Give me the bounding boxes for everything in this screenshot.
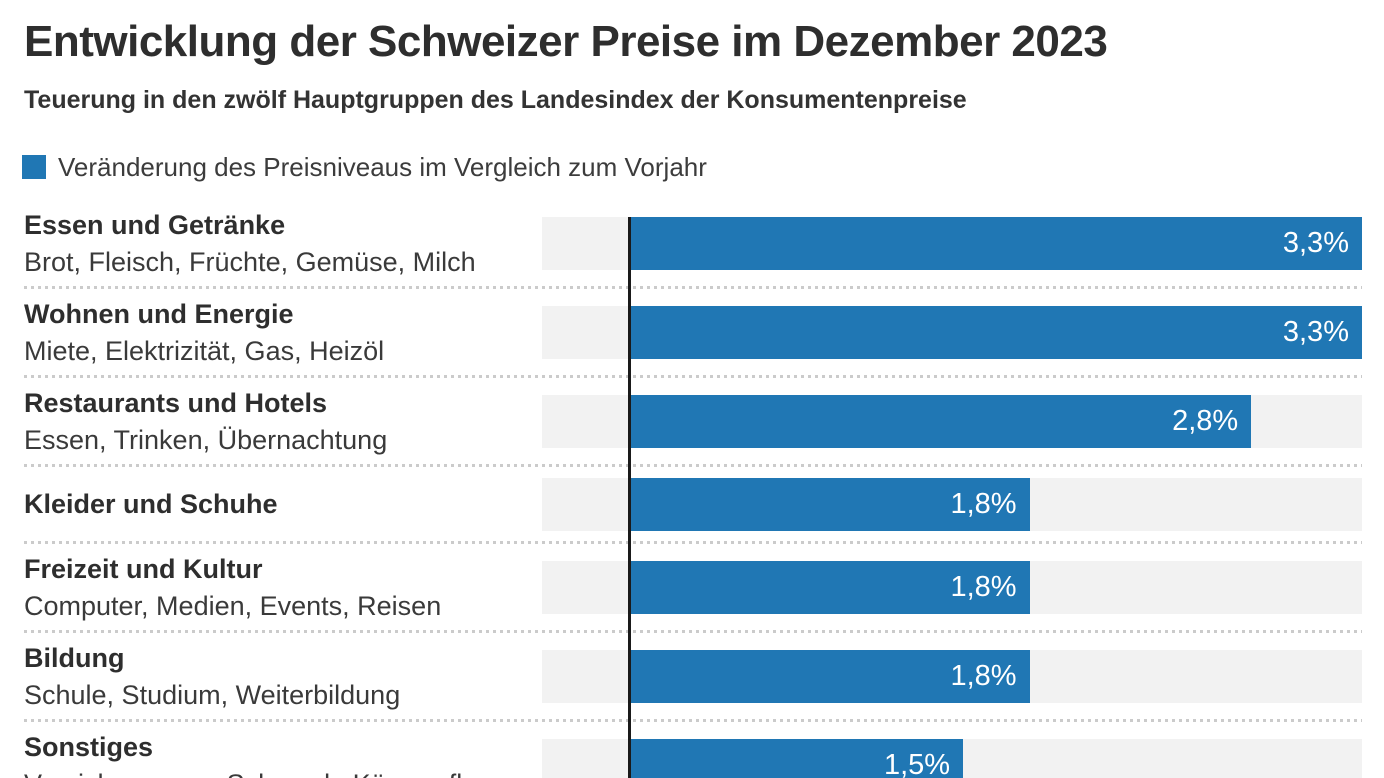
bar-value-label: 1,8% [950,571,1017,603]
category-subtitle: Versicherungen, Schmuck, Körperpflege [24,766,518,778]
bar: 2,8% [630,395,1252,448]
chart-row-essen: Essen und Getränke Brot, Fleisch, Frücht… [24,199,1362,289]
chart-row-restaurants: Restaurants und Hotels Essen, Trinken, Ü… [24,377,1362,467]
bar-track: 3,3% [542,217,1362,270]
zero-axis-line [628,217,631,778]
bar: 3,3% [630,217,1362,270]
legend-swatch-icon [22,155,46,179]
bar-value-label: 1,8% [950,488,1017,520]
bar: 1,5% [630,739,964,778]
bar: 1,8% [630,478,1030,531]
bar-value-label: 2,8% [1172,405,1239,437]
category-title: Kleider und Schuhe [24,489,278,519]
bar: 1,8% [630,650,1030,703]
category-subtitle: Schule, Studium, Weiterbildung [24,679,401,710]
category-label: Sonstiges Versicherungen, Schmuck, Körpe… [24,729,542,778]
bar-value-label: 3,3% [1282,316,1349,348]
category-label: Freizeit und Kultur Computer, Medien, Ev… [24,551,542,625]
category-subtitle: Essen, Trinken, Übernachtung [24,424,388,455]
category-title: Restaurants und Hotels [24,387,328,418]
category-label: Restaurants und Hotels Essen, Trinken, Ü… [24,385,542,459]
chart-row-freizeit: Freizeit und Kultur Computer, Medien, Ev… [24,543,1362,633]
bar: 1,8% [630,561,1030,614]
category-subtitle: Brot, Fleisch, Früchte, Gemüse, Milch [24,246,476,277]
category-title: Bildung [24,642,125,673]
bar-value-label: 1,8% [950,660,1017,692]
category-label: Bildung Schule, Studium, Weiterbildung [24,640,542,714]
chart-title: Entwicklung der Schweizer Preise im Deze… [24,17,1108,66]
bar: 3,3% [630,306,1362,359]
category-label: Kleider und Schuhe [24,486,542,523]
bar-track: 1,5% [542,739,1362,778]
category-title: Sonstiges [24,731,154,762]
legend-label: Veränderung des Preisniveaus im Vergleic… [58,152,707,182]
bar-track: 2,8% [542,395,1362,448]
chart-row-sonstiges: Sonstiges Versicherungen, Schmuck, Körpe… [24,721,1362,778]
category-label: Essen und Getränke Brot, Fleisch, Frücht… [24,207,542,281]
category-title: Wohnen und Energie [24,298,294,329]
category-title: Essen und Getränke [24,209,286,240]
bar-chart: Essen und Getränke Brot, Fleisch, Frücht… [24,199,1362,778]
legend: Veränderung des Preisniveaus im Vergleic… [22,152,1362,182]
bar-track: 1,8% [542,561,1362,614]
bar-value-label: 1,5% [883,749,951,778]
chart-subtitle: Teuerung in den zwölf Hauptgruppen des L… [24,86,967,114]
chart-row-bildung: Bildung Schule, Studium, Weiterbildung 1… [24,632,1362,722]
chart-row-kleider: Kleider und Schuhe 1,8% [24,466,1362,544]
bar-track: 1,8% [542,478,1362,531]
category-title: Freizeit und Kultur [24,553,263,584]
bar-track: 3,3% [542,306,1362,359]
chart-row-wohnen: Wohnen und Energie Miete, Elektrizität, … [24,288,1362,378]
category-subtitle: Computer, Medien, Events, Reisen [24,590,442,621]
bar-value-label: 3,3% [1282,227,1349,259]
bar-track: 1,8% [542,650,1362,703]
category-subtitle: Miete, Elektrizität, Gas, Heizöl [24,335,385,366]
category-label: Wohnen und Energie Miete, Elektrizität, … [24,296,542,370]
